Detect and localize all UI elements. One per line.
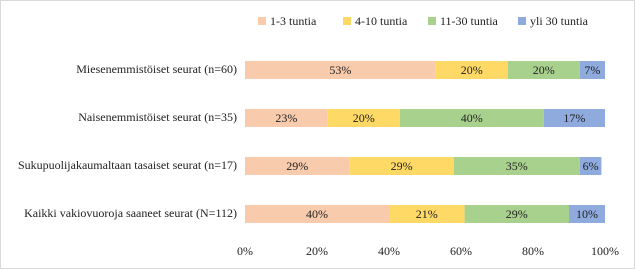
x-tick-label: 100% (591, 244, 619, 258)
legend-label: 1-3 tuntia (270, 14, 317, 28)
bar-segment (245, 205, 389, 223)
value-label: 53% (329, 63, 351, 77)
bar-segment (245, 109, 328, 127)
legend-swatch (343, 17, 351, 25)
legend-swatch (258, 17, 266, 25)
x-tick-label: 80% (522, 244, 544, 258)
bar-segment (327, 109, 400, 127)
value-label: 29% (506, 207, 528, 221)
bar-segment (569, 205, 605, 223)
bar-segment (399, 109, 544, 127)
value-label: 20% (353, 111, 375, 125)
value-label: 21% (416, 207, 438, 221)
y-tick-label: Naisenemmistöiset seurat (n=35) (78, 110, 237, 124)
value-label: 29% (286, 159, 308, 173)
y-tick-label: Kaikki vakiovuoroja saaneet seurat (N=11… (24, 206, 237, 220)
value-label: 20% (461, 63, 483, 77)
x-tick-label: 60% (450, 244, 472, 258)
value-label: 35% (506, 159, 528, 173)
value-label: 6% (583, 159, 599, 173)
value-label: 7% (584, 63, 600, 77)
value-label: 40% (306, 207, 328, 221)
value-label: 20% (533, 63, 555, 77)
bar-segment (579, 157, 602, 175)
x-tick-label: 0% (237, 244, 253, 258)
x-tick-label: 20% (306, 244, 328, 258)
value-label: 23% (275, 111, 297, 125)
bar-segment (245, 157, 350, 175)
legend-label: 11-30 tuntia (440, 14, 499, 28)
y-tick-label: Miesenemmistöiset seurat (n=60) (76, 62, 237, 76)
legend-swatch (428, 17, 436, 25)
value-label: 29% (391, 159, 413, 173)
legend-swatch (518, 17, 526, 25)
value-label: 40% (461, 111, 483, 125)
bar-segment (245, 61, 436, 79)
bar-segment (507, 61, 580, 79)
value-label: 17% (563, 111, 585, 125)
bar-segment (464, 205, 569, 223)
legend-label: yli 30 tuntia (530, 14, 589, 28)
value-label: 10% (576, 207, 598, 221)
bar-segment (579, 61, 605, 79)
bar-segment (543, 109, 605, 127)
x-tick-label: 40% (378, 244, 400, 258)
bar-segment (453, 157, 580, 175)
legend-label: 4-10 tuntia (355, 14, 408, 28)
y-tick-label: Sukupuolijakaumaltaan tasaiset seurat (n… (18, 158, 237, 172)
bar-segment (349, 157, 454, 175)
bar-segment (389, 205, 465, 223)
bar-segment (435, 61, 508, 79)
